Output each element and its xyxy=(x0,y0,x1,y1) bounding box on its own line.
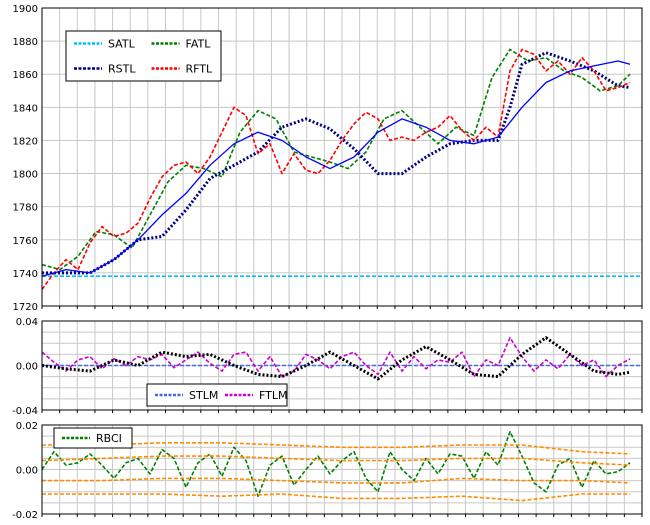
legend: STLM FTLM xyxy=(146,383,288,407)
series-line-rbci xyxy=(41,430,631,498)
series-line-rbci-3 xyxy=(42,477,631,484)
series-line-ftlm xyxy=(41,336,631,378)
y-tick-label: -0.02 xyxy=(12,510,38,521)
plot-border xyxy=(41,424,643,515)
series-line-rbci-1 xyxy=(42,441,631,455)
panel-oscillator: -0.04 0.00 0.04 STLM FTLM xyxy=(12,317,643,417)
series-line-rftl xyxy=(41,48,631,290)
y-tick-label: 1860 xyxy=(13,70,38,81)
series-line-rbci-2 xyxy=(41,455,631,466)
y-tick-label: 1800 xyxy=(13,170,38,181)
plot-border xyxy=(41,7,643,307)
legend: SATL FATL RSTL RFTL xyxy=(65,30,222,82)
legend-label-satl: SATL xyxy=(108,38,136,51)
y-tick-label: 1740 xyxy=(13,269,38,280)
plot-border xyxy=(41,320,643,411)
y-tick-label: 0.00 xyxy=(16,466,38,477)
y-tick-label: 0.00 xyxy=(16,362,38,373)
y-tick-label: 1840 xyxy=(13,103,38,114)
series-line-rbci-4 xyxy=(42,493,630,502)
y-tick-label: 0.04 xyxy=(16,317,38,328)
y-tick-label: 1820 xyxy=(13,136,38,147)
series-line-price-4 xyxy=(41,60,631,277)
legend-label-rftl: RFTL xyxy=(186,63,213,76)
y-tick-label: 1900 xyxy=(13,4,38,15)
legend-box xyxy=(146,383,288,407)
legend-label-fatl: FATL xyxy=(186,38,212,51)
y-tick-label: 1760 xyxy=(13,236,38,247)
y-tick-label: 1780 xyxy=(13,203,38,214)
legend-label-rstl: RSTL xyxy=(108,63,136,76)
y-tick-label: 0.02 xyxy=(16,421,38,432)
y-tick-label: -0.04 xyxy=(12,406,38,417)
series-line-oscillator-2 xyxy=(41,336,631,381)
series-line-rstl xyxy=(42,51,631,275)
panel-rbci: -0.02 0.00 0.02 RBCI xyxy=(12,421,643,521)
legend-label-ftlm: FTLM xyxy=(259,389,287,402)
legend-label-stlm: STLM xyxy=(189,389,218,402)
legend-box xyxy=(65,30,222,82)
panel-price: 1720 1740 1760 1780 1800 1820 1840 1860 1880 1900… xyxy=(13,4,643,313)
legend: RBCI xyxy=(53,427,133,449)
legend-box xyxy=(53,427,133,449)
y-tick-label: 1720 xyxy=(13,302,38,313)
y-tick-label: 1880 xyxy=(13,37,38,48)
legend-label-rbci: RBCI xyxy=(96,432,122,445)
